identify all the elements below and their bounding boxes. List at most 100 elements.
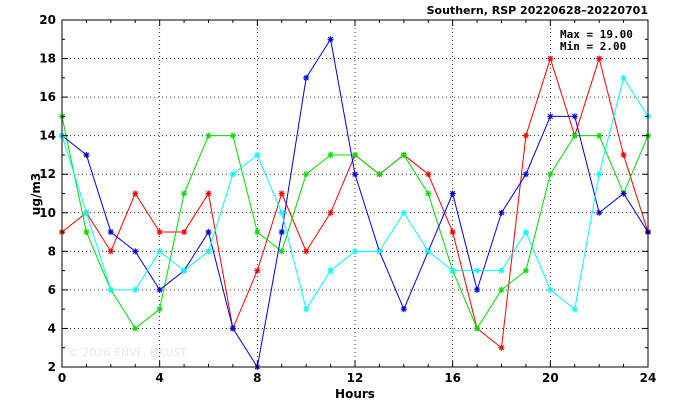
data-point <box>547 113 554 120</box>
x-axis-label: Hours <box>335 387 375 401</box>
data-point <box>620 190 627 197</box>
data-point <box>205 190 212 197</box>
data-point <box>425 171 432 178</box>
data-point <box>425 248 432 255</box>
data-point <box>400 151 407 158</box>
data-point <box>156 229 163 236</box>
y-tick-label: 16 <box>39 90 56 104</box>
data-point <box>254 229 261 236</box>
y-tick-label: 20 <box>39 13 56 27</box>
data-point <box>571 306 578 313</box>
data-point <box>181 267 188 274</box>
data-point <box>83 229 90 236</box>
y-tick-label: 4 <box>48 321 56 335</box>
data-point <box>352 151 358 158</box>
x-tick-label: 12 <box>347 371 364 385</box>
data-point <box>376 248 383 255</box>
data-point <box>229 132 236 139</box>
data-point <box>498 267 505 274</box>
data-point <box>303 248 310 255</box>
y-tick-label: 12 <box>39 167 56 181</box>
min-label: Min = 2.00 <box>560 40 626 53</box>
data-point <box>596 171 603 178</box>
data-point <box>571 132 578 139</box>
data-point <box>132 325 139 332</box>
y-tick-label: 6 <box>48 283 56 297</box>
data-point <box>327 209 334 216</box>
data-point <box>522 171 529 178</box>
data-point <box>181 229 188 236</box>
x-tick-label: 24 <box>640 371 657 385</box>
data-point <box>376 171 383 178</box>
data-point <box>547 55 554 62</box>
data-point <box>107 248 114 255</box>
data-point <box>278 209 285 216</box>
y-tick-label: 2 <box>48 360 56 374</box>
data-point <box>498 344 505 351</box>
data-point <box>474 267 481 274</box>
data-point <box>83 151 90 158</box>
data-point <box>132 248 139 255</box>
data-point <box>107 229 114 236</box>
x-tick-label: 4 <box>155 371 163 385</box>
data-point <box>498 209 505 216</box>
data-point <box>327 36 334 43</box>
data-point <box>547 286 554 293</box>
data-point <box>205 248 212 255</box>
data-point <box>229 325 236 332</box>
data-point <box>400 209 407 216</box>
data-point <box>352 248 358 255</box>
data-point <box>205 132 212 139</box>
data-point <box>278 190 285 197</box>
data-point <box>596 132 603 139</box>
data-point <box>596 55 603 62</box>
x-tick-label: 8 <box>253 371 261 385</box>
data-point <box>303 306 310 313</box>
data-point <box>400 306 407 313</box>
data-point <box>522 267 529 274</box>
data-point <box>522 229 529 236</box>
data-point <box>303 74 310 81</box>
data-point <box>132 286 139 293</box>
y-tick-label: 18 <box>39 52 56 66</box>
data-point <box>449 267 456 274</box>
data-point <box>620 74 627 81</box>
data-point <box>156 286 163 293</box>
data-point <box>229 171 236 178</box>
data-point <box>327 151 334 158</box>
data-point <box>474 325 481 332</box>
x-tick-label: 20 <box>542 371 559 385</box>
data-point <box>596 209 603 216</box>
data-point <box>278 229 285 236</box>
series-layer <box>59 36 651 370</box>
data-point <box>571 113 578 120</box>
data-point <box>278 248 285 255</box>
x-tick-label: 0 <box>58 371 66 385</box>
data-point <box>181 190 188 197</box>
chart-title: Southern, RSP 20220628–20220701 <box>427 4 648 17</box>
series-3 <box>59 36 651 370</box>
x-tick-label: 16 <box>444 371 461 385</box>
data-point <box>107 286 114 293</box>
max-label: Max = 19.00 <box>560 28 633 41</box>
data-point <box>425 190 432 197</box>
data-point <box>547 171 554 178</box>
data-point <box>156 248 163 255</box>
data-point <box>132 190 139 197</box>
y-tick-label: 14 <box>39 129 56 143</box>
data-point <box>449 229 456 236</box>
data-point <box>254 267 261 274</box>
y-tick-label: 10 <box>39 206 56 220</box>
data-point <box>83 209 90 216</box>
y-axis-label: ug/m3 <box>29 173 43 215</box>
data-point <box>522 132 529 139</box>
data-point <box>620 151 627 158</box>
data-point <box>303 171 310 178</box>
data-point <box>254 151 261 158</box>
data-point <box>156 306 163 313</box>
data-point <box>327 267 334 274</box>
y-tick-label: 8 <box>48 244 56 258</box>
data-point <box>498 286 505 293</box>
